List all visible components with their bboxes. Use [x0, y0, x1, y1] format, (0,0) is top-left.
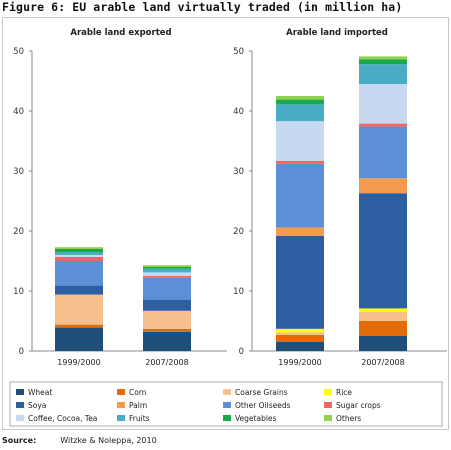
legend-swatch: [117, 389, 125, 395]
bar-segment: [276, 227, 324, 236]
bar-segment: [359, 56, 407, 60]
bar-segment: [359, 336, 407, 351]
bar-segment: [276, 121, 324, 161]
bar-segment: [276, 160, 324, 164]
bar-segment: [143, 331, 191, 351]
bar-segment: [55, 256, 103, 261]
bar-segment: [359, 59, 407, 65]
x-category-label: 1999/2000: [278, 358, 321, 367]
bar-segment: [359, 126, 407, 179]
legend-label: Coffee, Cocoa, Tea: [28, 414, 97, 423]
source-label: Source:: [2, 436, 37, 445]
bar-segment: [359, 84, 407, 124]
bar-segment: [143, 268, 191, 273]
bar-segment: [276, 342, 324, 351]
bar-segment: [359, 193, 407, 309]
x-category-label: 2007/2008: [361, 358, 404, 367]
legend-label: Fruits: [129, 414, 150, 423]
bar-segment: [276, 328, 324, 333]
y-tick-label: 0: [239, 347, 244, 357]
legend-swatch: [324, 402, 332, 408]
bar-segment: [359, 178, 407, 194]
legend-swatch: [324, 415, 332, 421]
panel-title: Arable land imported: [286, 28, 388, 38]
bar-segment: [143, 328, 191, 332]
x-category-label: 1999/2000: [57, 358, 100, 367]
bar-segment: [359, 321, 407, 336]
legend-swatch: [117, 415, 125, 421]
source-text: Witzke & Noleppa, 2010: [60, 436, 157, 445]
legend-label: Palm: [129, 401, 147, 410]
bar-segment: [359, 312, 407, 321]
bar-segment: [276, 332, 324, 335]
legend-label: Soya: [28, 401, 46, 410]
y-tick-label: 0: [19, 347, 24, 357]
y-tick-label: 30: [233, 167, 244, 177]
legend-label: Sugar crops: [336, 401, 381, 410]
bar-segment: [55, 285, 103, 295]
bar-segment: [55, 247, 103, 249]
chart-frame: [2, 17, 449, 430]
legend-swatch: [223, 402, 231, 408]
bar-segment: [55, 252, 103, 255]
legend-swatch: [223, 389, 231, 395]
bar-segment: [276, 235, 324, 329]
bar-segment: [55, 324, 103, 328]
bar-segment: [359, 308, 407, 312]
bar-segment: [55, 249, 103, 252]
legend-label: Wheat: [28, 388, 52, 397]
legend-swatch: [16, 402, 24, 408]
legend-label: Rice: [336, 388, 352, 397]
y-tick-label: 10: [233, 287, 244, 297]
y-tick-label: 50: [13, 47, 24, 57]
legend-label: Other Oilseeds: [235, 401, 291, 410]
legend-swatch: [117, 402, 125, 408]
y-tick-label: 20: [13, 227, 24, 237]
panel-title: Arable land exported: [70, 28, 171, 38]
legend-swatch: [223, 415, 231, 421]
source-line: Source: Witzke & Noleppa, 2010: [2, 436, 157, 445]
bar-segment: [359, 64, 407, 84]
bar-segment: [276, 163, 324, 228]
y-tick-label: 10: [13, 287, 24, 297]
bar-segment: [276, 334, 324, 342]
figure-title: Figure 6: EU arable land virtually trade…: [2, 0, 403, 14]
legend-label: Vegetables: [235, 414, 277, 423]
bar-segment: [359, 123, 407, 127]
bar-segment: [276, 104, 324, 122]
legend-swatch: [16, 415, 24, 421]
legend-label: Others: [336, 414, 361, 423]
legend-swatch: [16, 389, 24, 395]
bar-segment: [55, 327, 103, 351]
bar-segment: [143, 265, 191, 267]
bar-segment: [143, 277, 191, 300]
bar-segment: [143, 276, 191, 278]
y-tick-label: 40: [13, 107, 24, 117]
legend-swatch: [324, 389, 332, 395]
y-tick-label: 20: [233, 227, 244, 237]
bar-segment: [143, 310, 191, 329]
bar-segment: [55, 261, 103, 286]
bar-segment: [55, 255, 103, 257]
bar-segment: [143, 267, 191, 269]
y-tick-label: 40: [233, 107, 244, 117]
bar-segment: [55, 294, 103, 325]
bar-segment: [276, 99, 324, 105]
x-category-label: 2007/2008: [145, 358, 188, 367]
y-tick-label: 30: [13, 167, 24, 177]
bar-segment: [143, 300, 191, 311]
bar-segment: [276, 96, 324, 100]
y-tick-label: 50: [233, 47, 244, 57]
legend-label: Corn: [129, 388, 147, 397]
bar-segment: [143, 272, 191, 276]
legend-label: Coarse Grains: [235, 388, 288, 397]
